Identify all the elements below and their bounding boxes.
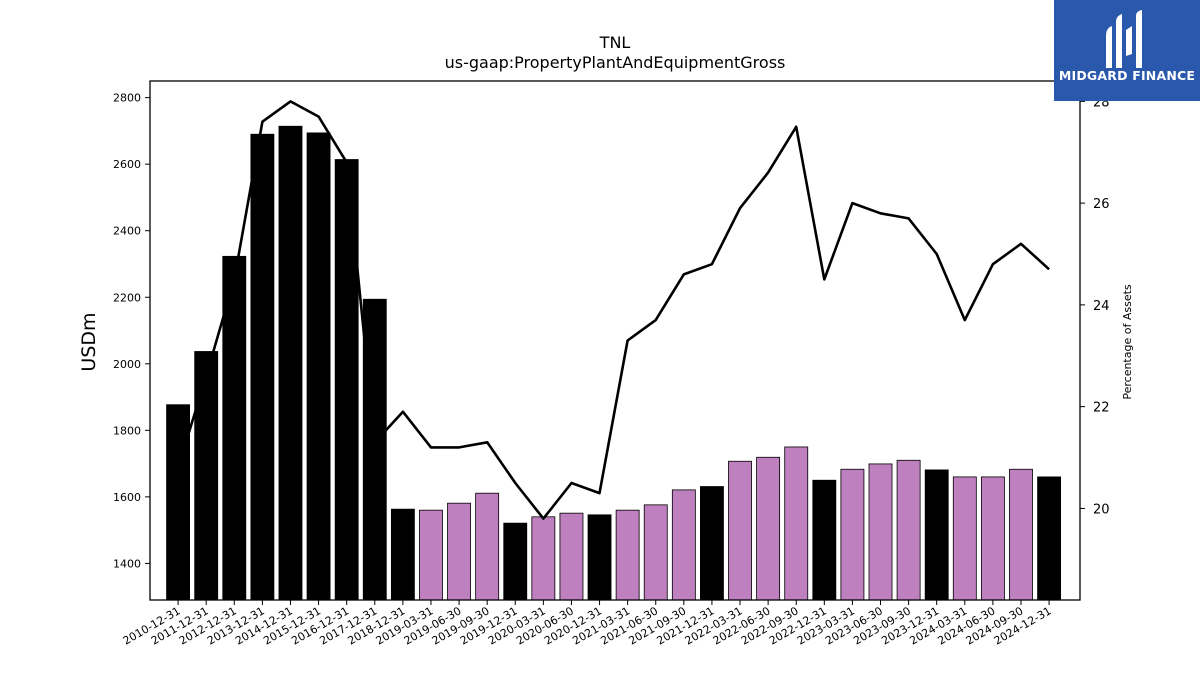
y-tick-label: 2200 [113,291,141,304]
bar [166,404,191,601]
y2-tick-label: 26 [1093,197,1110,212]
bar [194,351,219,601]
bar [419,509,443,601]
bar [1009,468,1033,601]
bar [306,132,331,601]
bar-series [166,125,1062,601]
bar [1037,476,1062,601]
logo-text: MIDGARD FINANCE [1058,68,1196,83]
bar [812,479,837,601]
bar [924,469,949,601]
plot-frame [149,80,1081,601]
bar [447,502,471,601]
bar [784,446,809,601]
y-tick-label: 2000 [113,358,141,371]
bar [868,463,893,601]
bar [503,522,528,601]
bar [390,508,415,601]
midgard-finance-logo: MIDGARD FINANCE [1054,0,1200,101]
y-tick-label: 1400 [113,557,141,570]
y2-axis-label: Percentage of Assets [1121,284,1134,400]
bar [952,476,977,601]
bar [250,133,275,601]
bar [334,159,359,601]
bar [615,509,640,601]
bar [278,125,303,601]
y-tick-label: 1600 [113,491,141,504]
bar [700,486,724,601]
chart-title: TNL [599,33,631,52]
bar [896,459,921,601]
y-tick-label: 2800 [113,92,141,105]
bar [362,298,387,601]
percentage-line [176,100,1050,520]
bar [728,460,752,601]
bar [756,456,781,601]
bar [587,514,612,601]
line-series [176,100,1050,520]
y2-tick-label: 20 [1093,502,1110,517]
bar [671,489,696,601]
y-tick-label: 2600 [113,158,141,171]
bar [980,476,1005,601]
y-tick-label: 2400 [113,225,141,238]
y2-tick-label: 24 [1093,299,1110,314]
bar [475,492,500,601]
chart-subtitle: us-gaap:PropertyPlantAndEquipmentGross [445,53,786,72]
y2-tick-label: 22 [1093,401,1110,416]
logo-mark-icon [1106,10,1142,68]
y-tick-label: 1800 [113,424,141,437]
bar [531,516,556,601]
bar [559,512,584,601]
axes: 1400 1600 1800 2000 2200 2400 2600 2800 20 22 24 26… [113,80,1110,648]
y-axis-label: USDm [78,312,100,371]
bar [840,468,865,601]
bar [643,504,668,601]
